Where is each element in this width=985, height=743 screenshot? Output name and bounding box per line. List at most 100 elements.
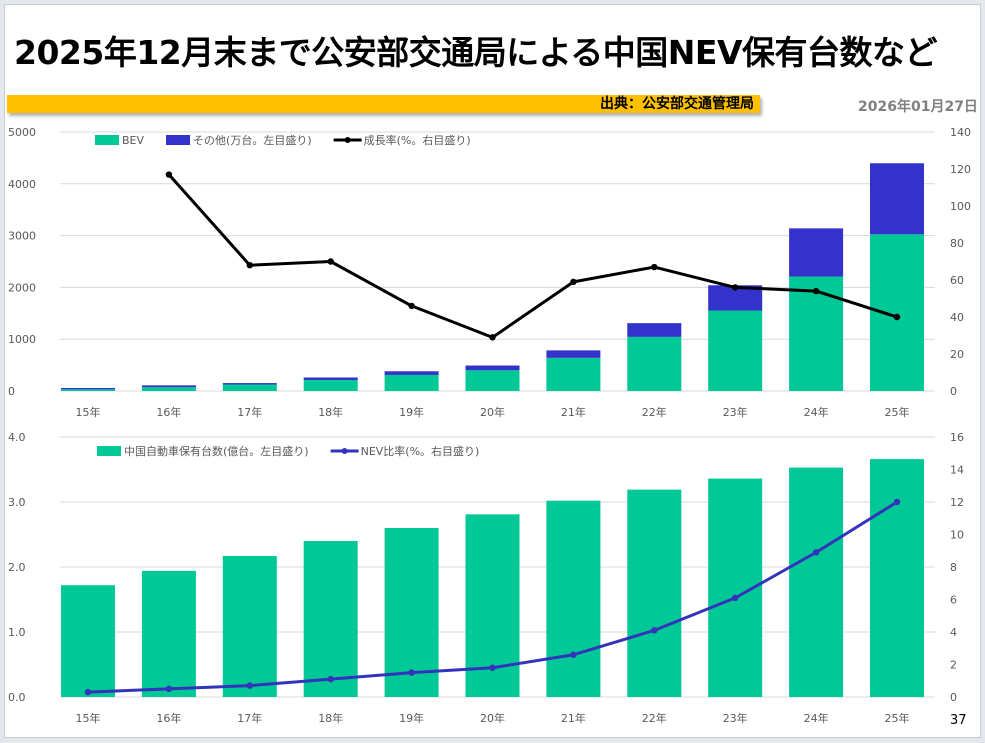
x-tick: 21年 (561, 405, 586, 419)
bar-secondary (222, 383, 277, 385)
bar-primary (627, 489, 682, 697)
legend-label: その他(万台。左目盛り) (193, 133, 312, 147)
x-tick: 21年 (561, 711, 586, 725)
y-right-tick: 120 (950, 163, 971, 176)
y-right-tick: 8 (950, 561, 957, 574)
x-tick: 20年 (480, 405, 505, 419)
line-point (327, 675, 334, 683)
y-left-tick: 1000 (8, 333, 36, 346)
y-left-tick: 4.0 (8, 431, 26, 444)
y-left-tick: 3000 (8, 230, 36, 243)
x-tick: 24年 (804, 711, 829, 725)
legend-swatch (97, 446, 121, 456)
line-point (408, 302, 415, 310)
y-right-tick: 80 (950, 237, 964, 250)
bar-primary (141, 570, 196, 697)
bar-primary (61, 585, 115, 697)
bar-primary (61, 389, 115, 391)
page-number: 37 (950, 713, 967, 728)
line-point (651, 263, 658, 271)
y-right-tick: 10 (950, 529, 964, 542)
page-title: 2025年12月末まで公安部交通局による中国NEV保有台数など (14, 33, 937, 72)
x-tick: 24年 (804, 405, 829, 419)
line-point (165, 171, 173, 178)
x-tick: 20年 (480, 711, 505, 725)
line-point (246, 262, 253, 269)
y-left-tick: 5000 (8, 126, 36, 139)
date-label: 2026年01月27日 (858, 99, 978, 115)
line-point (570, 278, 577, 286)
x-tick: 15年 (76, 405, 101, 419)
x-tick: 16年 (156, 711, 181, 725)
y-right-tick: 4 (950, 626, 957, 639)
line-point (165, 685, 173, 693)
legend-marker (344, 137, 351, 143)
x-tick: 17年 (237, 711, 262, 725)
y-left-tick: 2000 (8, 281, 36, 294)
y-right-tick: 2 (950, 659, 957, 672)
bar-secondary (61, 387, 115, 390)
bar-secondary (627, 323, 682, 337)
bar-primary (789, 467, 844, 697)
y-right-tick: 60 (950, 274, 964, 287)
x-tick: 19年 (399, 405, 424, 419)
bar-primary (303, 380, 358, 391)
bar-secondary (465, 365, 520, 371)
legend-label: BEV (122, 134, 144, 147)
legend-label: 中国自動車保有台数(億台。左目盛り) (124, 444, 309, 458)
series-line (167, 173, 898, 339)
x-tick: 18年 (318, 711, 343, 725)
line-point (893, 498, 901, 506)
bar-secondary (870, 163, 924, 235)
y-right-tick: 6 (950, 594, 957, 607)
y-right-tick: 0 (950, 385, 957, 398)
legend-label: NEV比率(%。右目盛り) (361, 444, 480, 458)
y-right-tick: 40 (950, 311, 964, 324)
line-point (84, 688, 92, 696)
y-right-tick: 20 (950, 348, 964, 361)
line-point (489, 664, 496, 671)
bar-primary (465, 370, 520, 391)
y-right-tick: 16 (950, 431, 964, 444)
line-point (489, 334, 496, 341)
x-tick: 15年 (76, 711, 101, 725)
line-point (812, 287, 820, 295)
bar-primary (222, 384, 277, 391)
y-right-tick: 0 (950, 691, 957, 704)
bar-secondary (546, 350, 601, 358)
bar-primary (303, 541, 358, 697)
y-left-tick: 0 (8, 385, 15, 398)
line-point (570, 651, 577, 658)
bar-primary (870, 234, 924, 391)
bar-primary (546, 357, 601, 391)
y-left-tick: 0.0 (8, 691, 26, 704)
line-point (732, 284, 739, 291)
x-tick: 19年 (399, 711, 424, 725)
bar-primary (384, 528, 439, 697)
bar-primary (141, 387, 196, 391)
legend-marker (341, 448, 348, 454)
bar-primary (384, 374, 439, 391)
line-point (651, 627, 658, 634)
x-tick: 22年 (642, 711, 667, 725)
bar-secondary (303, 377, 358, 381)
line-point (408, 669, 415, 676)
source-label: 出典：公安部交通管理局 (600, 96, 754, 112)
line-point (812, 549, 820, 556)
bar-primary (222, 555, 277, 697)
y-right-tick: 100 (950, 200, 971, 213)
x-tick: 25年 (885, 711, 910, 725)
bar-primary (546, 500, 601, 697)
y-right-tick: 14 (950, 464, 964, 477)
bar-primary (708, 310, 763, 391)
line-point (732, 594, 739, 602)
bar-secondary (789, 228, 844, 277)
x-tick: 22年 (642, 405, 667, 419)
x-tick: 17年 (237, 405, 262, 419)
y-right-tick: 12 (950, 496, 964, 509)
y-left-tick: 2.0 (8, 561, 26, 574)
line-point (893, 313, 901, 321)
source-banner: 出典：公安部交通管理局 (7, 95, 760, 113)
bar-secondary (141, 385, 196, 388)
